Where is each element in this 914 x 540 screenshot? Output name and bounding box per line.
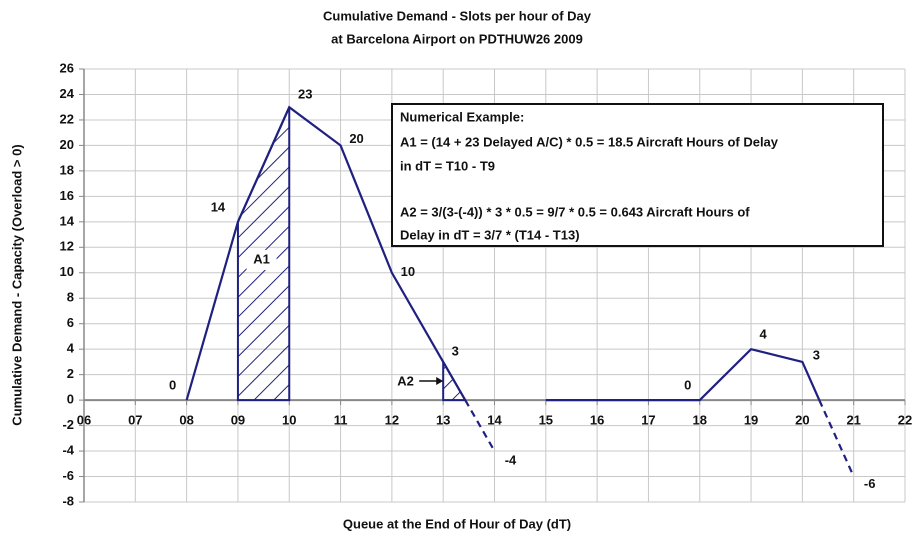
series-line — [818, 399, 855, 477]
x-tick-label: 18 — [693, 413, 707, 428]
annotation-frame — [391, 103, 884, 247]
y-tick-label: 8 — [67, 290, 74, 305]
x-tick-label: 22 — [898, 413, 912, 428]
y-tick-label: 18 — [60, 162, 74, 177]
y-tick-label: -4 — [62, 442, 74, 457]
y-tick-label: 24 — [60, 86, 75, 101]
x-tick-label: 11 — [334, 413, 348, 428]
x-tick-label: 19 — [744, 413, 758, 428]
data-label: -6 — [864, 476, 876, 491]
x-tick-label: 17 — [641, 413, 655, 428]
y-tick-label: 2 — [67, 366, 74, 381]
x-tick-label: 14 — [487, 413, 502, 428]
x-tick-label: 12 — [385, 413, 399, 428]
data-label: 4 — [759, 327, 767, 342]
area-label: A2 — [397, 373, 414, 388]
y-tick-label: -6 — [62, 468, 74, 483]
x-tick-label: 15 — [539, 413, 553, 428]
y-tick-label: 4 — [67, 341, 75, 356]
x-tick-label: 21 — [846, 413, 860, 428]
data-label: 0 — [169, 378, 176, 393]
x-tick-label: 07 — [128, 413, 142, 428]
annotation-box: Numerical Example: A1 = (14 + 23 Delayed … — [391, 103, 884, 247]
y-tick-label: 0 — [67, 392, 74, 407]
x-tick-label: 13 — [436, 413, 450, 428]
x-tick-label: 09 — [231, 413, 245, 428]
data-label: 10 — [401, 264, 415, 279]
y-tick-label: -8 — [62, 493, 74, 508]
y-tick-label: 12 — [60, 239, 74, 254]
series-line — [545, 347, 821, 402]
y-tick-label: 6 — [67, 315, 74, 330]
label-bg — [246, 250, 277, 271]
annotation-text: Delay in dT = 3/7 * (T14 - T13) — [400, 227, 580, 242]
x-axis-label: Queue at the End of Hour of Day (dT) — [343, 516, 571, 531]
arrow-head — [436, 377, 444, 386]
data-label: -4 — [505, 452, 517, 467]
x-tick-label: 10 — [282, 413, 296, 428]
data-label: 0 — [684, 378, 691, 393]
x-tick-label: 16 — [590, 413, 604, 428]
y-tick-label: 26 — [60, 60, 74, 75]
y-tick-label: 14 — [60, 213, 75, 228]
chart-title: at Barcelona Airport on PDTHUW26 2009 — [331, 31, 583, 46]
y-tick-label: 22 — [60, 111, 74, 126]
data-label: 20 — [349, 131, 363, 146]
series-line — [185, 105, 467, 401]
y-tick-label: -2 — [62, 417, 74, 432]
annotation-text: Numerical Example: — [400, 109, 524, 124]
annotation-text: A1 = (14 + 23 Delayed A/C) * 0.5 = 18.5 … — [400, 134, 779, 149]
y-axis-label: Cumulative Demand - Capacity (Overload >… — [9, 144, 24, 425]
series-line — [464, 399, 496, 452]
annotation-text: A2 = 3/(3-(-4)) * 3 * 0.5 = 9/7 * 0.5 = … — [400, 204, 750, 219]
y-tick-label: 20 — [60, 137, 74, 152]
y-tick-label: 16 — [60, 188, 74, 203]
annotation-text: in dT = T10 - T9 — [400, 158, 495, 173]
data-label: 23 — [298, 87, 312, 102]
data-label: 14 — [211, 199, 226, 214]
y-tick-label: 10 — [60, 264, 74, 279]
x-tick-label: 20 — [795, 413, 809, 428]
x-tick-label: 08 — [179, 413, 193, 428]
data-label: 3 — [813, 347, 820, 362]
data-label: 3 — [452, 343, 459, 358]
area-label: A1 — [253, 251, 270, 266]
chart-title: Cumulative Demand - Slots per hour of Da… — [323, 8, 592, 23]
